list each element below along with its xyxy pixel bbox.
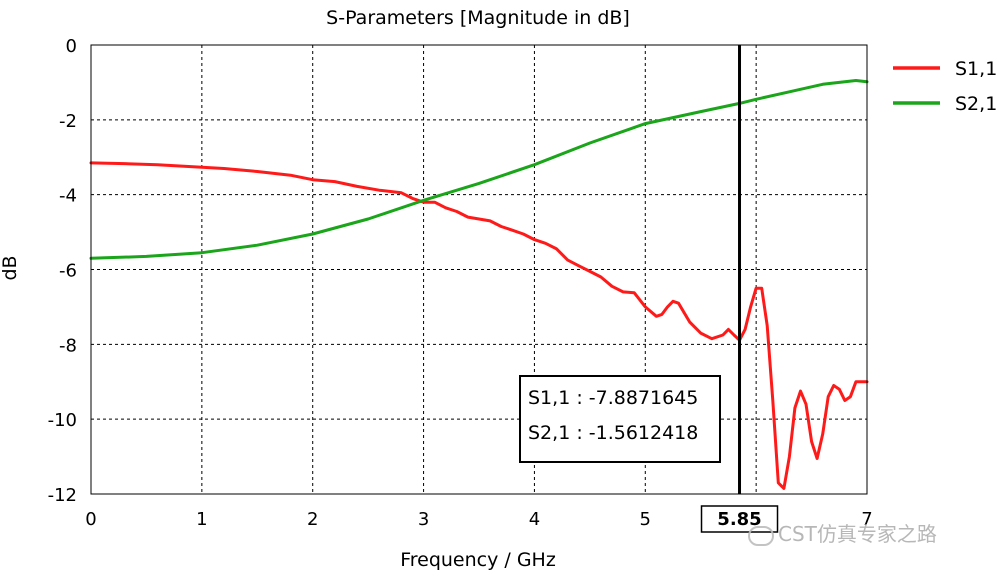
legend: S1,1 S2,1 <box>893 58 997 115</box>
chart-title: S-Parameters [Magnitude in dB] <box>326 7 630 29</box>
y-tick-label: -12 <box>48 485 77 506</box>
x-tick-label: 1 <box>196 509 207 530</box>
marker-readout-text: S2,1 : -1.5612418 <box>528 422 698 444</box>
grid <box>91 45 867 494</box>
marker-readout-box <box>519 375 721 463</box>
y-tick-label: -2 <box>59 111 77 132</box>
y-tick-label: -6 <box>59 261 77 282</box>
y-tick-label: -8 <box>59 335 77 356</box>
y-tick-label: -10 <box>48 410 77 431</box>
x-tick-label: 4 <box>529 509 540 530</box>
y-tick-label: -4 <box>59 186 77 207</box>
legend-label: S1,1 <box>955 58 997 80</box>
legend-label: S2,1 <box>955 93 997 115</box>
y-tick-label: 0 <box>66 36 77 57</box>
chat-bubble-icon <box>748 525 774 546</box>
x-axis-label: Frequency / GHz <box>400 549 556 571</box>
marker-x-label: 5.85 <box>717 509 761 530</box>
plot-frame <box>90 44 868 495</box>
x-tick-label: 3 <box>418 509 429 530</box>
series-line-S1-1 <box>89 161 869 490</box>
watermark-text: CST仿真专家之路 <box>778 522 937 546</box>
x-tick-label: 5 <box>640 509 651 530</box>
series-lines <box>89 79 869 490</box>
marker: S1,1 : -7.8871645 S2,1 : -1.5612418 5.85 <box>519 45 779 533</box>
axis-ticks: 012345670-2-4-6-8-10-12 <box>48 36 873 530</box>
watermark: CST仿真专家之路 <box>748 518 937 547</box>
marker-readout-text: S1,1 : -7.8871645 <box>528 387 698 409</box>
series-line-S2-1 <box>89 79 869 260</box>
y-axis-label: dB <box>0 255 21 280</box>
x-tick-label: 7 <box>861 509 872 530</box>
x-tick-label: 2 <box>307 509 318 530</box>
x-tick-label: 0 <box>85 509 96 530</box>
